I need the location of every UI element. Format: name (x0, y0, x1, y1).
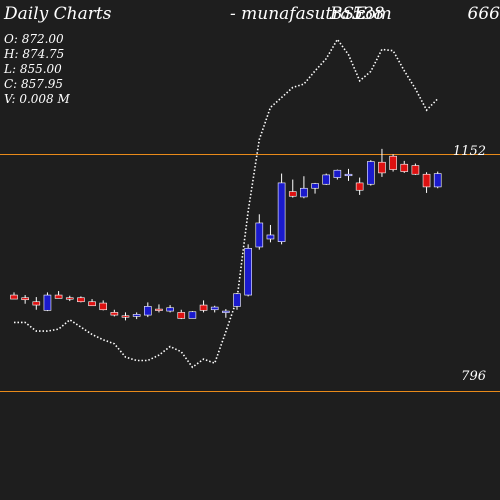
candle-body (255, 222, 264, 248)
candle (110, 309, 119, 317)
candle-body (433, 173, 442, 188)
candle (144, 302, 152, 318)
candle (166, 305, 174, 313)
candle-body (155, 308, 163, 311)
candle-body (88, 301, 96, 307)
candle-body (400, 163, 409, 172)
candle (266, 224, 275, 243)
candle (32, 297, 41, 310)
exchange-label: BSE (330, 4, 367, 24)
candle-body (32, 301, 41, 306)
candle (210, 305, 219, 313)
candlesticks (10, 148, 442, 321)
candle-body (389, 155, 397, 170)
candle (177, 309, 186, 320)
candle-body (378, 161, 386, 174)
low-value: L: 855.00 (4, 62, 62, 76)
candle (99, 300, 107, 311)
level-label-low: 796 (461, 369, 486, 384)
candle-body (355, 182, 364, 191)
volume-value: V: 0.008 M (4, 92, 70, 106)
candle-body (21, 297, 29, 301)
candle-body (43, 294, 52, 311)
candle (222, 309, 230, 318)
candle-body (121, 315, 130, 318)
candle (433, 171, 442, 189)
candle (21, 295, 29, 304)
candle-body (311, 183, 319, 189)
candle (344, 168, 353, 181)
open-value: O: 872.00 (4, 32, 64, 46)
high-value: H: 874.75 (4, 47, 65, 61)
candle-body (210, 306, 219, 311)
candle-body (300, 187, 308, 198)
candle (366, 160, 375, 186)
candle-body (422, 173, 431, 188)
candle-body (144, 306, 152, 316)
candle (288, 179, 297, 198)
candle-body (110, 312, 119, 316)
candle (311, 182, 319, 194)
candle (422, 172, 431, 193)
candle (322, 173, 331, 185)
candle (54, 291, 63, 299)
candle-body (177, 312, 186, 319)
moving-average-line (14, 37, 439, 369)
candle-body (54, 294, 63, 299)
candle (188, 311, 197, 319)
candle (65, 295, 74, 302)
candle-body (244, 248, 252, 296)
candle-body (166, 307, 174, 312)
candle-body (222, 310, 230, 313)
site-label: - munafasutra.com (230, 4, 392, 24)
candle (355, 177, 364, 195)
candle-body (77, 297, 85, 303)
candle-body (10, 294, 18, 300)
candle-body (188, 311, 197, 319)
candle-body (99, 302, 107, 311)
ma-polyline (14, 37, 439, 369)
candle (199, 300, 208, 313)
candle (378, 148, 386, 177)
candle-body (333, 169, 342, 178)
candle-body (322, 174, 331, 185)
candle-body (199, 304, 208, 311)
candle (300, 176, 308, 199)
candle (244, 244, 252, 297)
candle (132, 312, 141, 320)
candle (255, 214, 264, 250)
chart-title: Daily Charts (4, 4, 112, 24)
candle-body (344, 173, 353, 177)
candle (10, 292, 18, 300)
candle (233, 293, 241, 310)
close-value: C: 857.95 (4, 77, 64, 91)
candle-body (233, 293, 241, 307)
candle (88, 299, 96, 307)
candle (43, 292, 52, 312)
candle (400, 160, 409, 173)
candle-body (366, 161, 375, 185)
level-label-high: 1152 (452, 144, 486, 159)
candle-body (288, 191, 297, 197)
candle (77, 296, 85, 303)
symbol-code-right: 666 (467, 4, 500, 24)
candle-body (65, 297, 74, 300)
candle (389, 154, 397, 172)
candle (333, 169, 342, 180)
candle-body (411, 165, 420, 175)
candle (121, 312, 130, 321)
candle-body (132, 314, 141, 317)
candle (155, 304, 163, 313)
symbol-code: 538 (352, 4, 385, 24)
candle (277, 173, 286, 245)
candle-body (277, 182, 286, 242)
candle (411, 163, 420, 175)
candle-body (266, 234, 275, 240)
